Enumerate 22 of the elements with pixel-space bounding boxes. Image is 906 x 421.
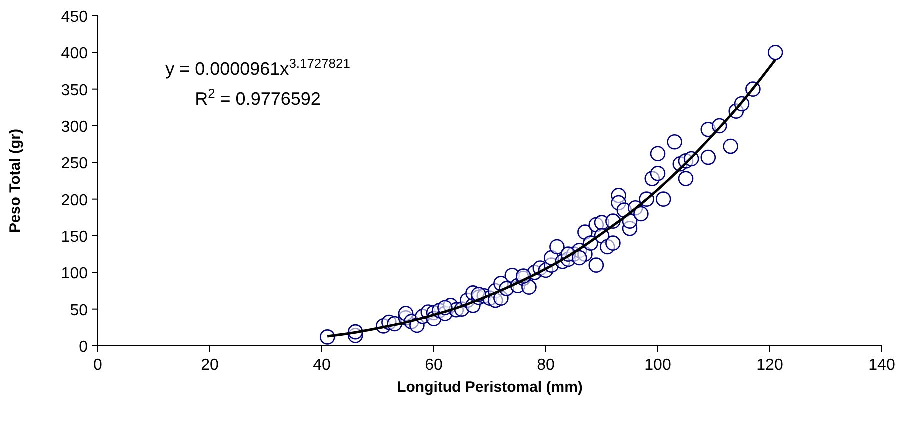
y-tick-label: 400 xyxy=(61,46,88,63)
y-tick-label: 50 xyxy=(70,302,88,320)
x-tick-label: 20 xyxy=(201,357,219,374)
y-axis-title: Peso Total (gr) xyxy=(7,129,24,233)
y-tick-label: 250 xyxy=(61,156,88,173)
x-tick-label: 80 xyxy=(537,357,555,374)
y-tick-label: 300 xyxy=(61,119,88,136)
x-tick-label: 120 xyxy=(756,357,784,374)
annotation: R$^{2}$ = 0.9776592 xyxy=(195,86,321,109)
x-tick-label: 0 xyxy=(94,357,103,374)
x-tick-label: 40 xyxy=(313,357,331,374)
x-axis-title: Longitud Peristomal (mm) xyxy=(397,379,583,396)
y-tick-label: 200 xyxy=(61,192,88,210)
x-tick-label: 140 xyxy=(868,357,896,374)
y-tick-label: 0 xyxy=(79,339,88,356)
annotation: y = 0.0000961x$^{3.1727821}$ xyxy=(166,56,350,79)
y-tick-label: 450 xyxy=(61,9,88,26)
y-tick-label: 350 xyxy=(61,82,88,100)
y-tick-label: 150 xyxy=(61,229,88,246)
x-tick-label: 60 xyxy=(425,357,443,374)
y-tick-label: 100 xyxy=(61,266,88,283)
x-tick-label: 100 xyxy=(644,357,672,374)
